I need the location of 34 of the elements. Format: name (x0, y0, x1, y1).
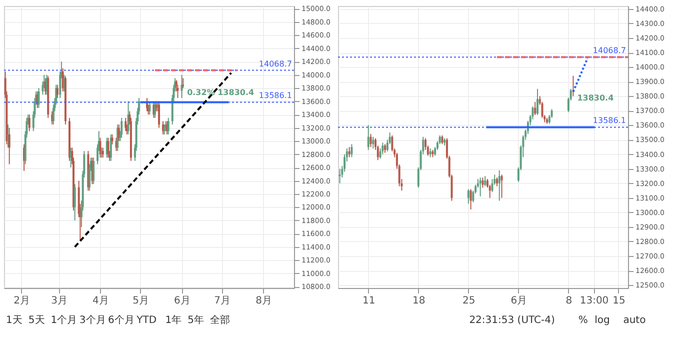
x-tick-label: 8 (566, 296, 572, 306)
text: 1天 (6, 315, 22, 326)
text: 1个月 (50, 314, 78, 326)
text: 3个月 (79, 314, 106, 326)
x-tick-label: 3月 (51, 296, 68, 306)
text: 5天 (28, 315, 45, 326)
x-tick-label: 11 (362, 296, 376, 306)
annotation: 13830.4 (577, 94, 614, 103)
text: YTD (136, 315, 157, 326)
text: 5年 (188, 314, 204, 326)
ref-line-label: 13586.1 (258, 91, 292, 100)
text: 22:31:53 (UTC-4) (469, 315, 555, 326)
x-tick-label: 4月 (92, 296, 109, 306)
x-tick-label: 7月 (214, 296, 231, 306)
x-tick-label: 6月 (510, 296, 528, 306)
x-tick-label: 5月 (132, 296, 149, 306)
ref-line-label: 14068.7 (592, 46, 626, 56)
text: 6个月 (108, 314, 134, 326)
x-tick-label: 8月 (256, 296, 272, 306)
x-tick-label: 18 (412, 296, 426, 306)
candlestick (92, 157, 95, 185)
x-tick-label: 15 (612, 296, 626, 306)
text: % (578, 315, 588, 326)
x-tick-label: 6月 (174, 296, 190, 306)
ref-line-label: 13586.1 (592, 116, 626, 126)
text: log (594, 315, 610, 326)
x-tick-label: 13:00 (580, 296, 609, 306)
text: 1年 (165, 314, 182, 326)
x-tick-label: 2月 (14, 296, 30, 306)
text: auto (623, 315, 646, 326)
ref-line-label: 14068.7 (258, 59, 292, 68)
x-tick-label: 25 (462, 296, 476, 306)
annotation: 0.32% 13830.4 (187, 88, 254, 98)
text: 全部 (210, 314, 230, 326)
